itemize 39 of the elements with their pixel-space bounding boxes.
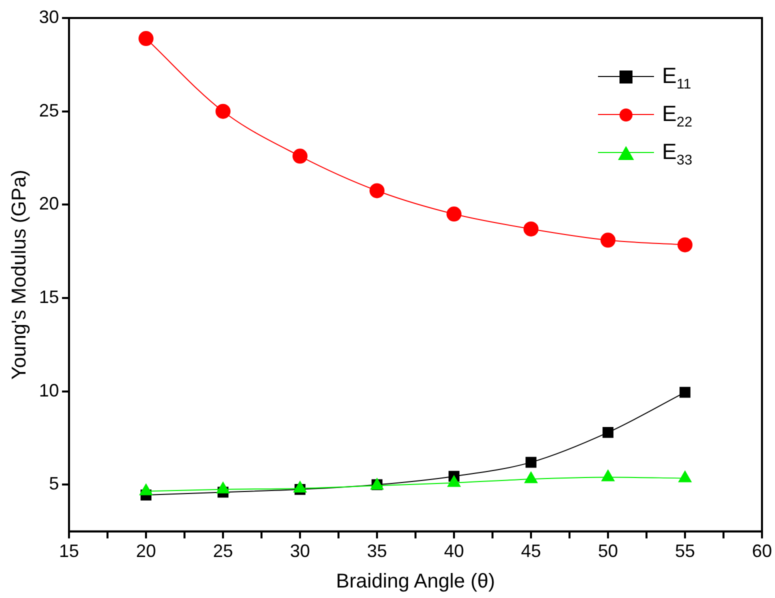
point <box>600 232 616 248</box>
point <box>602 427 614 438</box>
y-tick-label: 20 <box>38 194 60 214</box>
x-tick-label: 15 <box>59 541 80 562</box>
x-tick-label: 30 <box>290 541 310 562</box>
x-tick-label: 45 <box>520 541 542 562</box>
point <box>601 470 615 482</box>
x-tick-label: 50 <box>598 541 618 562</box>
legend-label: E$_{22}$ <box>662 100 692 130</box>
x-tick-label: 25 <box>213 541 234 562</box>
y-tick-label: 5 <box>49 474 60 494</box>
x-axis-title: Braiding Angle (θ) <box>336 570 495 593</box>
point <box>216 482 230 494</box>
x-tick-label: 35 <box>366 541 388 562</box>
x-tick-label: 55 <box>674 541 696 562</box>
legend-label: E$_{33}$ <box>662 138 692 168</box>
point <box>524 221 538 236</box>
point <box>293 480 307 492</box>
point <box>677 237 692 252</box>
point <box>139 484 153 496</box>
x-tick-label: 60 <box>752 541 772 562</box>
point <box>447 475 461 487</box>
y-axis-title: Young's Modulus (GPa) <box>8 170 31 380</box>
y-tick-label: 10 <box>38 380 60 400</box>
x-tick-label: 40 <box>444 541 464 562</box>
point <box>292 148 308 164</box>
point <box>138 31 154 46</box>
point <box>524 472 538 484</box>
y-tick-label: 30 <box>38 6 60 27</box>
y-tick-label: 15 <box>38 287 60 308</box>
point <box>680 386 690 398</box>
point <box>370 183 385 198</box>
point <box>446 206 462 222</box>
point <box>678 470 692 482</box>
legend-label: E$_{11}$ <box>662 62 692 92</box>
x-tick-label: 20 <box>136 541 156 562</box>
y-tick-label: 25 <box>38 100 60 120</box>
point <box>216 104 231 119</box>
point <box>526 456 536 468</box>
